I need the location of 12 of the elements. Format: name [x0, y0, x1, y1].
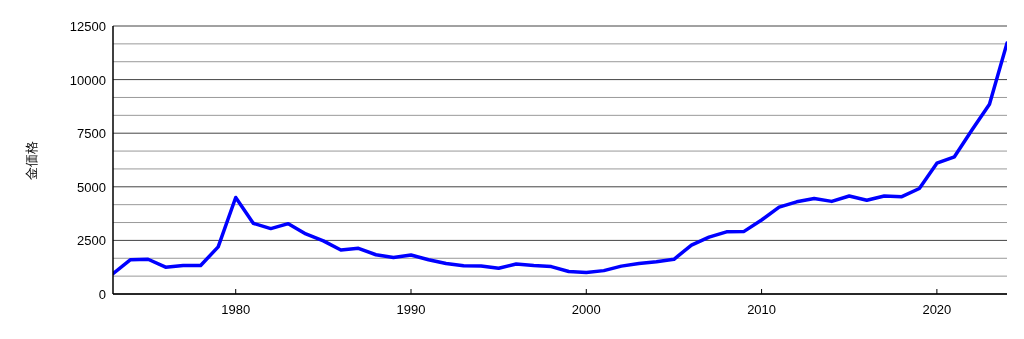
y-tick-label: 0: [98, 287, 106, 302]
x-tick-label: 1980: [221, 302, 251, 317]
y-tick-label: 7500: [77, 126, 106, 142]
y-tick-label: 2500: [77, 233, 106, 249]
y-tick-label: 5000: [77, 179, 106, 195]
x-tick-label: 2000: [571, 302, 601, 317]
x-tick-label: 2020: [922, 302, 952, 317]
x-tick-label: 2010: [747, 302, 777, 317]
y-axis-title: 金価格: [24, 140, 39, 180]
y-tick-label: 10000: [69, 72, 106, 88]
x-tick-label: 1990: [396, 302, 426, 317]
y-tick-label: 12500: [69, 19, 106, 34]
